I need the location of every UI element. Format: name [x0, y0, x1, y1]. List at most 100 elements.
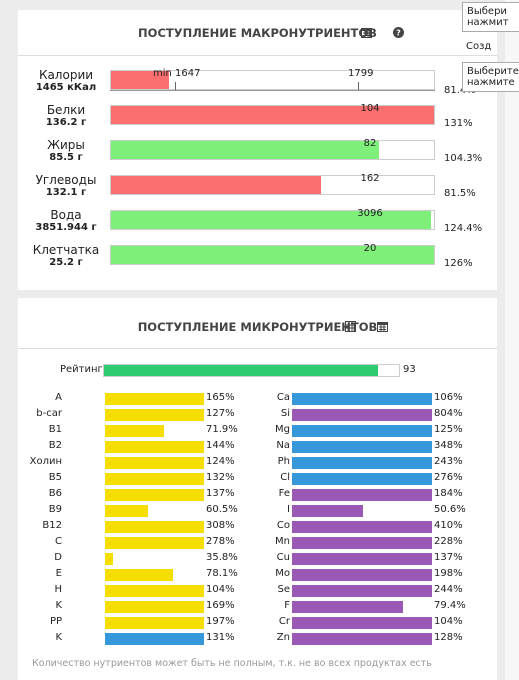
micro-name: B1: [48, 424, 62, 435]
micro-bar: [292, 633, 432, 645]
tooltip: Выберите нажмите: [462, 62, 519, 92]
separator: [18, 55, 497, 56]
tick: [175, 82, 176, 90]
micro-percent: 144%: [206, 440, 235, 451]
micro-percent: 104%: [434, 616, 463, 627]
micro-name: F: [284, 600, 290, 611]
svg-text:?: ?: [396, 29, 401, 38]
micro-track: [292, 585, 432, 597]
micro-percent: 78.1%: [206, 568, 238, 579]
micro-name: K: [55, 632, 62, 643]
micro-bar: [292, 569, 432, 581]
micro-percent: 137%: [434, 552, 463, 563]
micro-bar: [105, 489, 204, 501]
micro-name: I: [287, 504, 290, 515]
micro-panel: ПОСТУПЛЕНИЕ МИКРОНУТРИЕНТОВ Рейтинг 93 A 16…: [18, 298, 497, 680]
bar-fill: [111, 176, 321, 194]
nutrient-amount: 85.5 г: [49, 152, 83, 163]
micro-track: [292, 633, 432, 645]
micro-name: b-car: [36, 408, 62, 419]
bar-track: [110, 210, 435, 230]
micro-name: Mg: [275, 424, 290, 435]
tooltip-line: Выберите: [467, 66, 519, 77]
micro-bar: [105, 521, 204, 533]
micro-track: [105, 393, 204, 405]
micro-bar: [105, 409, 204, 421]
micro-title: ПОСТУПЛЕНИЕ МИКРОНУТРИЕНТОВ: [137, 320, 378, 334]
rating-fill: [104, 365, 379, 376]
micro-percent: 165%: [206, 392, 235, 403]
tick: [358, 82, 359, 90]
micro-name: Se: [277, 584, 291, 595]
micro-percent: 169%: [206, 600, 235, 611]
percent: 126%: [444, 258, 473, 269]
micro-track: [292, 601, 432, 613]
rating-track: [103, 364, 400, 377]
micro-bar: [292, 601, 404, 613]
micro-percent: 228%: [434, 536, 463, 547]
nutrient-amount: 1465 кКал: [35, 82, 97, 93]
micro-bar: [105, 425, 165, 437]
micro-percent: 125%: [434, 424, 463, 435]
bar-track: [110, 175, 435, 195]
micro-name: E: [55, 568, 62, 579]
tooltip-line: Созд: [466, 41, 492, 52]
micro-percent: 198%: [434, 568, 463, 579]
micro-track: [105, 521, 204, 533]
calendar-icon[interactable]: [377, 321, 388, 332]
micro-track: [105, 537, 204, 549]
bar-fill: [111, 246, 434, 264]
micro-track: [292, 393, 432, 405]
micro-percent: 60.5%: [206, 504, 238, 515]
micro-name: Si: [280, 408, 290, 419]
target-label: 104: [360, 103, 380, 114]
micro-name: PP: [49, 616, 62, 627]
micro-percent: 276%: [434, 472, 463, 483]
percent: 81.4%: [444, 85, 476, 96]
min-label: min 1647: [153, 68, 201, 79]
micro-name: K: [55, 600, 62, 611]
micro-name: Fe: [278, 488, 290, 499]
macro-title: ПОСТУПЛЕНИЕ МАКРОНУТРИЕНТОВ: [138, 26, 377, 40]
table-icon[interactable]: [345, 321, 356, 332]
target-label: 82: [363, 138, 377, 149]
help-icon[interactable]: ?: [393, 27, 404, 38]
micro-track: [292, 521, 432, 533]
nutrient-amount: 25.2 г: [49, 257, 83, 268]
nutrient-name: Вода: [50, 208, 82, 222]
micro-track: [105, 505, 204, 517]
micro-percent: 128%: [434, 632, 463, 643]
micro-name: B9: [48, 504, 62, 515]
micro-bar: [292, 553, 432, 565]
bar-track: [110, 70, 435, 90]
nutrient-name: Калории: [38, 68, 94, 82]
micro-bar: [105, 633, 204, 645]
micro-percent: 132%: [206, 472, 235, 483]
micro-bar: [292, 617, 432, 629]
percent: 131%: [444, 118, 473, 129]
micro-name: Cr: [278, 616, 290, 627]
rating-value: 93: [403, 364, 416, 375]
micro-bar: [292, 585, 432, 597]
micro-track: [105, 601, 204, 613]
calendar-icon[interactable]: [361, 27, 372, 38]
tooltip-line: Выбери: [467, 6, 507, 17]
micro-name: Cu: [276, 552, 290, 563]
micro-track: [105, 585, 204, 597]
micro-track: [292, 489, 432, 501]
target-label: 3096: [357, 208, 383, 219]
micro-track: [292, 537, 432, 549]
axis-line: [110, 90, 435, 91]
micro-bar: [105, 553, 114, 565]
macro-panel: ПОСТУПЛЕНИЕ МАКРОНУТРИЕНТОВ ? Калории 146…: [18, 10, 497, 290]
bar-track: [110, 245, 435, 265]
micro-percent: 410%: [434, 520, 463, 531]
micro-name: Mn: [275, 536, 290, 547]
bar-fill: [111, 211, 431, 229]
micro-percent: 137%: [206, 488, 235, 499]
micro-name: H: [54, 584, 62, 595]
percent: 81.5%: [444, 188, 476, 199]
micro-bar: [105, 393, 204, 405]
micro-percent: 278%: [206, 536, 235, 547]
